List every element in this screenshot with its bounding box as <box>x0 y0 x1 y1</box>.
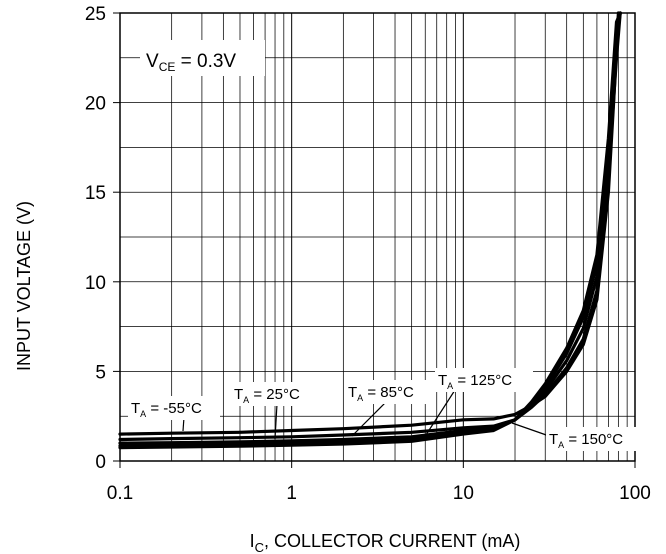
condition-label: VCE = 0.3V <box>146 51 236 74</box>
x-axis-label-main: I <box>250 531 255 551</box>
x-axis-label-sub: C <box>255 540 264 554</box>
y-tick-label: 15 <box>85 183 106 204</box>
series-label-2-rest: = 85°C <box>363 384 414 401</box>
series-label-bg-2 <box>345 380 433 404</box>
series-label-2-main: T <box>348 384 357 401</box>
series-label-2-sub: A <box>357 393 363 403</box>
series-label-3-main: T <box>438 372 447 389</box>
series-line-4 <box>118 11 622 450</box>
y-tick-label: 5 <box>95 362 106 383</box>
series-label-bg-4 <box>546 427 642 451</box>
series-line-0 <box>118 11 620 436</box>
y-tick-labels: 0 5 10 15 20 25 <box>85 4 120 473</box>
series-label-0-rest: = -55°C <box>146 400 202 417</box>
series-label-3-sub: A <box>447 381 453 391</box>
series-label-4-rest: = 150°C <box>564 431 623 448</box>
series-label-1-main: T <box>234 386 243 403</box>
series-label-1-rest: = 25°C <box>249 386 300 403</box>
series-label-4-main: T <box>549 431 558 448</box>
x-tick-label: 0.1 <box>107 483 133 504</box>
series-label-0-main: T <box>131 400 140 417</box>
series-leader-3 <box>423 389 456 439</box>
series-label-2: TA = 85°C <box>348 384 414 403</box>
series-label-1-sub: A <box>243 395 249 405</box>
series-label-0: TA = -55°C <box>131 400 202 419</box>
y-tick-label: 10 <box>85 273 106 294</box>
series-label-4-sub: A <box>558 440 564 450</box>
x-tick-labels: 0.1 1 10 100 <box>107 461 651 504</box>
condition-label-rest: = 0.3V <box>175 51 236 72</box>
x-tick-label: 100 <box>619 483 651 504</box>
series-label-bg-1 <box>231 382 319 406</box>
condition-box <box>140 40 265 76</box>
series-leader-2 <box>351 401 387 437</box>
x-axis-label-rest: , COLLECTOR CURRENT (mA) <box>264 531 520 551</box>
series-label-3: TA = 125°C <box>438 372 512 391</box>
series-label-3-rest: = 125°C <box>453 372 512 389</box>
y-tick-label: 20 <box>85 94 106 115</box>
condition-label-main: V <box>146 51 159 72</box>
series-label-bg-3 <box>435 368 533 392</box>
series-lines <box>118 11 622 450</box>
series-leader-4 <box>511 422 553 438</box>
condition-label-sub: CE <box>159 60 176 74</box>
y-tick-label: 25 <box>85 4 106 25</box>
y-axis-label: INPUT VOLTAGE (V) <box>14 201 34 371</box>
series-leader-1 <box>274 403 278 440</box>
series-label-bg-0 <box>128 396 220 420</box>
series-label-0-sub: A <box>140 409 146 419</box>
series-label-4: TA = 150°C <box>549 431 623 450</box>
x-axis-label: IC, COLLECTOR CURRENT (mA) <box>250 531 521 554</box>
x-tick-label: 1 <box>286 483 297 504</box>
series-label-1: TA = 25°C <box>234 386 300 405</box>
x-tick-label: 10 <box>453 483 474 504</box>
y-tick-label: 0 <box>95 452 106 473</box>
plot-frame <box>119 12 636 462</box>
